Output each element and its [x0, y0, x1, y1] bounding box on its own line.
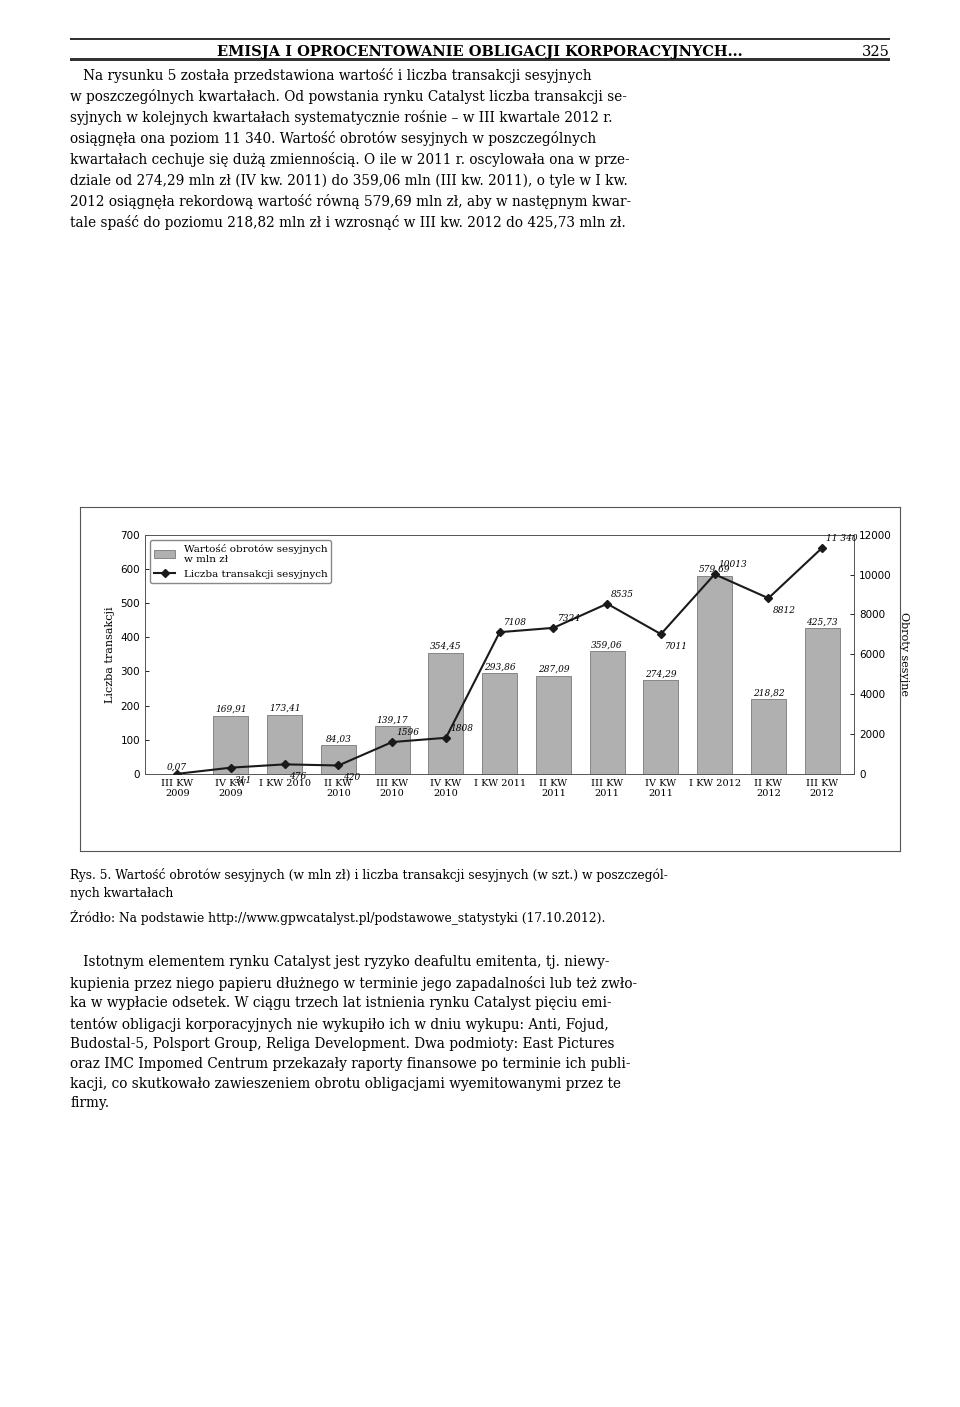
Y-axis label: Liczba transakcji: Liczba transakcji [105, 606, 115, 702]
Text: Źródło: Na podstawie http://www.gpwcatalyst.pl/podstawowe_statystyki (17.10.2012: Źródło: Na podstawie http://www.gpwcatal… [70, 910, 606, 926]
Bar [751, 699, 786, 774]
Text: 476: 476 [289, 772, 306, 781]
Bar [804, 629, 840, 774]
Text: 10013: 10013 [719, 560, 748, 568]
Text: 0,07: 0,07 [167, 763, 187, 772]
Text: 293,86: 293,86 [484, 663, 516, 671]
Text: 8812: 8812 [773, 606, 796, 615]
Y-axis label: Obroty sesyjne: Obroty sesyjne [899, 612, 909, 696]
Bar [213, 716, 249, 774]
Text: 420: 420 [343, 774, 360, 782]
Text: 173,41: 173,41 [269, 704, 300, 713]
Bar [589, 651, 625, 774]
Bar [482, 674, 517, 774]
Text: 325: 325 [862, 45, 890, 59]
Text: 8535: 8535 [612, 590, 635, 598]
Bar [321, 746, 356, 774]
Legend: Wartość obrotów sesyjnych
w mln zł, Liczba transakcji sesyjnych: Wartość obrotów sesyjnych w mln zł, Licz… [150, 540, 331, 582]
Text: 354,45: 354,45 [430, 642, 462, 651]
Text: 359,06: 359,06 [591, 640, 623, 650]
Bar [697, 575, 732, 774]
Text: 425,73: 425,73 [806, 618, 838, 626]
Text: EMISJA I OPROCENTOWANIE OBLIGACJI KORPORACYJNYCH...: EMISJA I OPROCENTOWANIE OBLIGACJI KORPOR… [217, 45, 743, 59]
Text: 7011: 7011 [665, 642, 688, 651]
Bar [374, 726, 410, 774]
Text: 169,91: 169,91 [215, 705, 247, 715]
Text: 287,09: 287,09 [538, 666, 569, 674]
Text: 7108: 7108 [504, 618, 527, 628]
Bar [267, 715, 302, 774]
Text: 274,29: 274,29 [645, 670, 677, 678]
Text: 84,03: 84,03 [325, 734, 351, 743]
Bar [643, 680, 679, 774]
Text: 311: 311 [235, 775, 252, 785]
Text: Istotnym elementem rynku Catalyst jest ryzyko deafultu emitenta, tj. niewy-
kupi: Istotnym elementem rynku Catalyst jest r… [70, 955, 637, 1110]
Bar [536, 675, 571, 774]
Text: 218,82: 218,82 [753, 688, 784, 698]
Text: 139,17: 139,17 [376, 716, 408, 725]
Text: 1808: 1808 [450, 723, 473, 733]
Text: 1596: 1596 [396, 727, 420, 737]
Text: 579,69: 579,69 [699, 566, 731, 574]
Bar [428, 653, 464, 774]
Text: Rys. 5. Wartość obrotów sesyjnych (w mln zł) i liczba transakcji sesyjnych (w sz: Rys. 5. Wartość obrotów sesyjnych (w mln… [70, 868, 668, 899]
Text: 11 340: 11 340 [827, 533, 858, 543]
Text: 7324: 7324 [558, 613, 581, 623]
Text: Na rysunku 5 została przedstawiona wartość i liczba transakcji sesyjnych
w poszc: Na rysunku 5 została przedstawiona warto… [70, 68, 632, 231]
